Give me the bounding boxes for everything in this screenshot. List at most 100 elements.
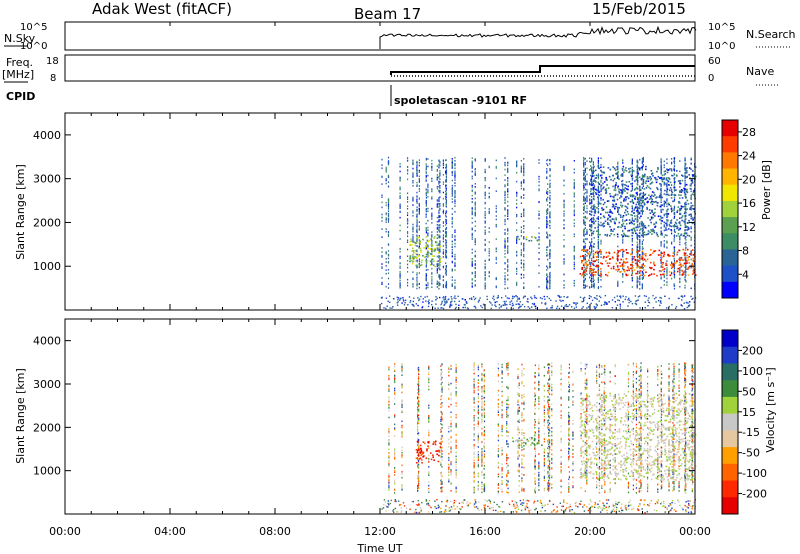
power-point <box>591 219 593 222</box>
power-point <box>684 211 686 214</box>
power-point <box>624 225 626 228</box>
power-point <box>684 177 686 180</box>
freq-trace <box>390 65 695 75</box>
power-point <box>516 281 518 284</box>
power-point <box>433 260 435 263</box>
power-point <box>597 247 600 250</box>
power-point <box>385 218 387 221</box>
power-point <box>612 174 614 177</box>
power-point <box>391 307 393 309</box>
power-point <box>381 194 383 197</box>
power-point <box>583 219 585 222</box>
power-point <box>451 283 453 285</box>
power-point <box>586 191 588 193</box>
power-point <box>533 303 535 306</box>
power-point <box>675 189 677 191</box>
power-point <box>591 181 593 184</box>
power-point <box>600 217 602 219</box>
power-point <box>673 287 676 290</box>
power-point <box>635 232 637 235</box>
power-point <box>488 275 490 278</box>
power-point <box>416 208 418 211</box>
power-point <box>684 262 687 265</box>
power-point <box>599 268 602 270</box>
power-point <box>523 187 525 190</box>
power-point <box>381 236 383 238</box>
power-point <box>471 184 473 187</box>
power-point <box>679 273 681 276</box>
power-point <box>666 281 668 283</box>
power-point <box>497 295 499 297</box>
power-point <box>547 158 549 161</box>
power-point <box>516 206 518 209</box>
power-point <box>434 241 437 243</box>
power-point <box>681 299 683 301</box>
power-point <box>680 194 682 197</box>
power-point <box>522 297 525 299</box>
power-point <box>673 235 675 237</box>
power-point <box>442 253 445 255</box>
power-point <box>425 246 427 248</box>
power-point <box>507 164 509 167</box>
power-point <box>650 173 653 175</box>
power-point <box>484 168 486 171</box>
power-point <box>399 179 401 182</box>
power-point <box>444 295 447 298</box>
power-point <box>636 177 639 179</box>
power-point <box>668 184 671 186</box>
power-y-tick-label: 3000 <box>33 173 61 186</box>
power-point <box>439 226 441 229</box>
power-point <box>385 251 387 254</box>
power-point <box>692 273 694 275</box>
power-point <box>546 276 548 279</box>
power-point <box>593 211 596 213</box>
power-point <box>454 263 456 265</box>
power-point <box>653 212 655 215</box>
power-point <box>484 249 486 252</box>
power-point <box>381 196 383 198</box>
power-point <box>442 245 445 247</box>
power-point <box>600 285 602 288</box>
power-point <box>673 247 675 250</box>
power-point <box>399 255 401 258</box>
power-point <box>412 167 414 170</box>
power-point <box>416 287 418 290</box>
power-point <box>445 253 447 256</box>
power-point <box>516 283 518 285</box>
power-point <box>412 163 414 166</box>
power-point <box>600 275 602 278</box>
power-point <box>438 183 440 185</box>
power-point <box>412 226 414 229</box>
power-point <box>596 250 598 253</box>
power-point <box>594 205 596 208</box>
power-point <box>634 230 636 232</box>
power-point <box>546 224 548 227</box>
power-point <box>427 232 429 234</box>
power-point <box>634 180 636 182</box>
power-point <box>396 296 398 299</box>
power-point <box>583 246 585 249</box>
power-point <box>586 307 588 309</box>
power-point <box>431 212 433 215</box>
power-point <box>445 214 447 217</box>
power-point <box>439 164 441 167</box>
power-point <box>425 235 428 238</box>
power-point <box>471 252 473 254</box>
power-point <box>506 297 509 299</box>
power-point <box>593 253 595 256</box>
power-point <box>439 162 441 164</box>
power-point <box>622 265 624 268</box>
power-point <box>636 159 638 162</box>
power-point <box>589 157 591 159</box>
power-point <box>589 199 591 201</box>
power-point <box>633 212 635 214</box>
power-point <box>445 230 447 233</box>
power-point <box>593 222 595 225</box>
power-point <box>608 262 611 265</box>
power-point <box>674 231 677 233</box>
power-point <box>523 188 525 191</box>
power-point <box>661 174 664 177</box>
power-point <box>563 284 565 286</box>
power-point <box>673 193 676 196</box>
power-point <box>538 184 540 187</box>
